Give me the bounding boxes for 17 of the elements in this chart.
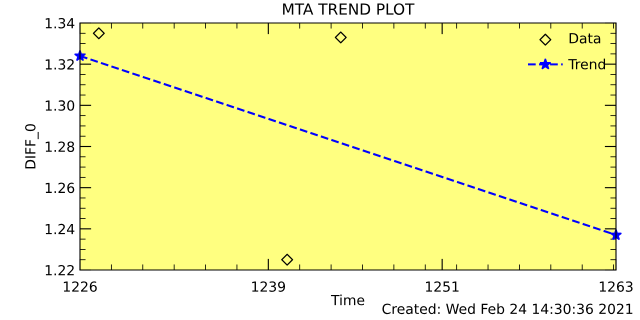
chart-title: MTA TREND PLOT xyxy=(283,3,414,15)
x-tick-label: 1263 xyxy=(600,281,633,292)
y-tick-label: 1.30 xyxy=(46,100,74,111)
y-axis-title: DIFF_0 xyxy=(25,124,39,168)
y-tick-label: 1.22 xyxy=(46,264,74,276)
x-tick-label: 1226 xyxy=(64,281,97,292)
y-tick-label: 1.32 xyxy=(46,59,74,70)
text: Created: Wed Feb 24 14:30:36 2021 xyxy=(382,303,632,314)
legend-label: Data xyxy=(570,33,600,44)
x-axis-title: Time xyxy=(330,294,364,306)
y-tick-label: 1.24 xyxy=(46,224,74,234)
y-tick-label: 1.28 xyxy=(46,141,74,152)
x-tick-label: 1239 xyxy=(252,281,286,292)
x-tick-label: 1251 xyxy=(426,281,459,292)
legend-label: Trend xyxy=(568,58,606,70)
y-tick-label: 1.34 xyxy=(46,18,74,28)
y-tick-label: 1.26 xyxy=(46,182,74,194)
